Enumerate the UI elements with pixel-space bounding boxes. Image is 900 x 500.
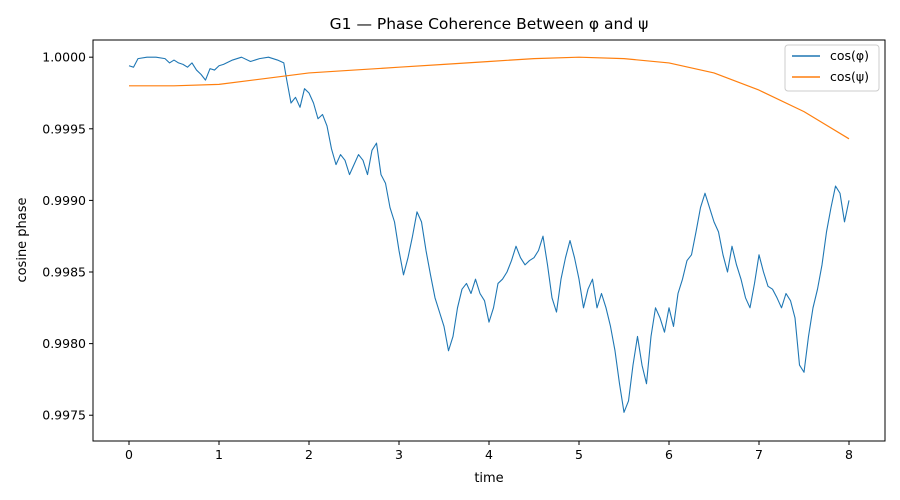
x-tick-label: 8 xyxy=(845,447,853,462)
x-tick-label: 2 xyxy=(305,447,313,462)
x-axis: 0 1 2 3 4 5 6 7 8 xyxy=(125,441,853,462)
x-tick-label: 0 xyxy=(125,447,133,462)
series-layer xyxy=(128,56,850,413)
series-line-cos-psi xyxy=(129,56,850,140)
y-tick-label: 0.9985 xyxy=(42,265,86,280)
x-tick-label: 6 xyxy=(665,447,673,462)
legend: cos(φ) cos(ψ) xyxy=(784,44,880,92)
x-tick-label: 5 xyxy=(575,447,583,462)
y-tick-label: 1.0000 xyxy=(42,50,86,65)
plot-frame xyxy=(92,39,886,442)
x-tick-label: 3 xyxy=(395,447,403,462)
y-axis: 0.9975 0.9980 0.9985 0.9990 0.9995 1.0000 xyxy=(42,50,93,423)
legend-label-cos-phi: cos(φ) xyxy=(830,48,869,63)
y-tick-label: 0.9990 xyxy=(42,193,86,208)
series-line-cos-phi xyxy=(128,56,850,413)
y-axis-label: cosine phase xyxy=(15,197,30,282)
x-tick-label: 4 xyxy=(485,447,493,462)
chart-title: G1 — Phase Coherence Between φ and ψ xyxy=(330,15,649,33)
y-tick-label: 0.9975 xyxy=(42,408,86,423)
x-tick-label: 1 xyxy=(215,447,223,462)
x-tick-label: 7 xyxy=(755,447,763,462)
y-tick-label: 0.9995 xyxy=(42,121,86,136)
plot-area xyxy=(92,39,886,442)
legend-label-cos-psi: cos(ψ) xyxy=(830,69,869,84)
x-axis-label: time xyxy=(474,471,503,486)
y-tick-label: 0.9980 xyxy=(42,336,86,351)
